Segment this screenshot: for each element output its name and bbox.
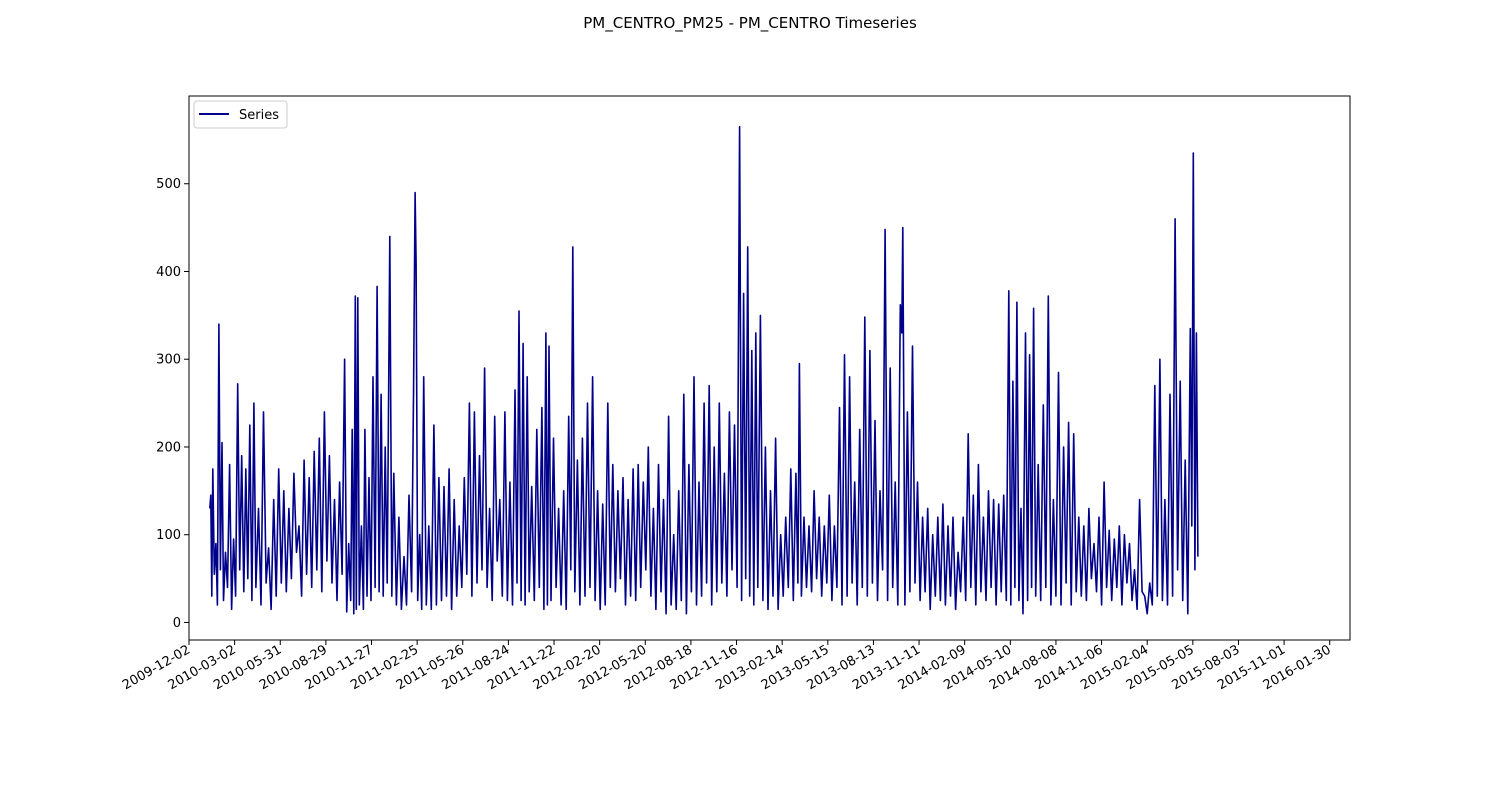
y-tick-label: 100 [156, 528, 181, 543]
x-axis: 2009-12-022010-03-022010-05-312010-08-29… [120, 640, 1334, 693]
series-line-0 [209, 125, 1199, 615]
y-tick-label: 400 [156, 265, 181, 280]
chart-title: PM_CENTRO_PM25 - PM_CENTRO Timeseries [583, 14, 917, 33]
legend: Series [193, 100, 288, 129]
series-group [209, 125, 1199, 615]
y-tick-label: 0 [173, 616, 181, 631]
plot-frame [188, 95, 1351, 641]
y-tick-label: 200 [156, 440, 181, 455]
legend-box [193, 100, 288, 129]
y-tick-label: 300 [156, 353, 181, 368]
y-axis: 0 100 200 300 400 500 [156, 177, 189, 631]
legend-label: Series [239, 108, 279, 123]
y-tick-label: 500 [156, 177, 181, 192]
